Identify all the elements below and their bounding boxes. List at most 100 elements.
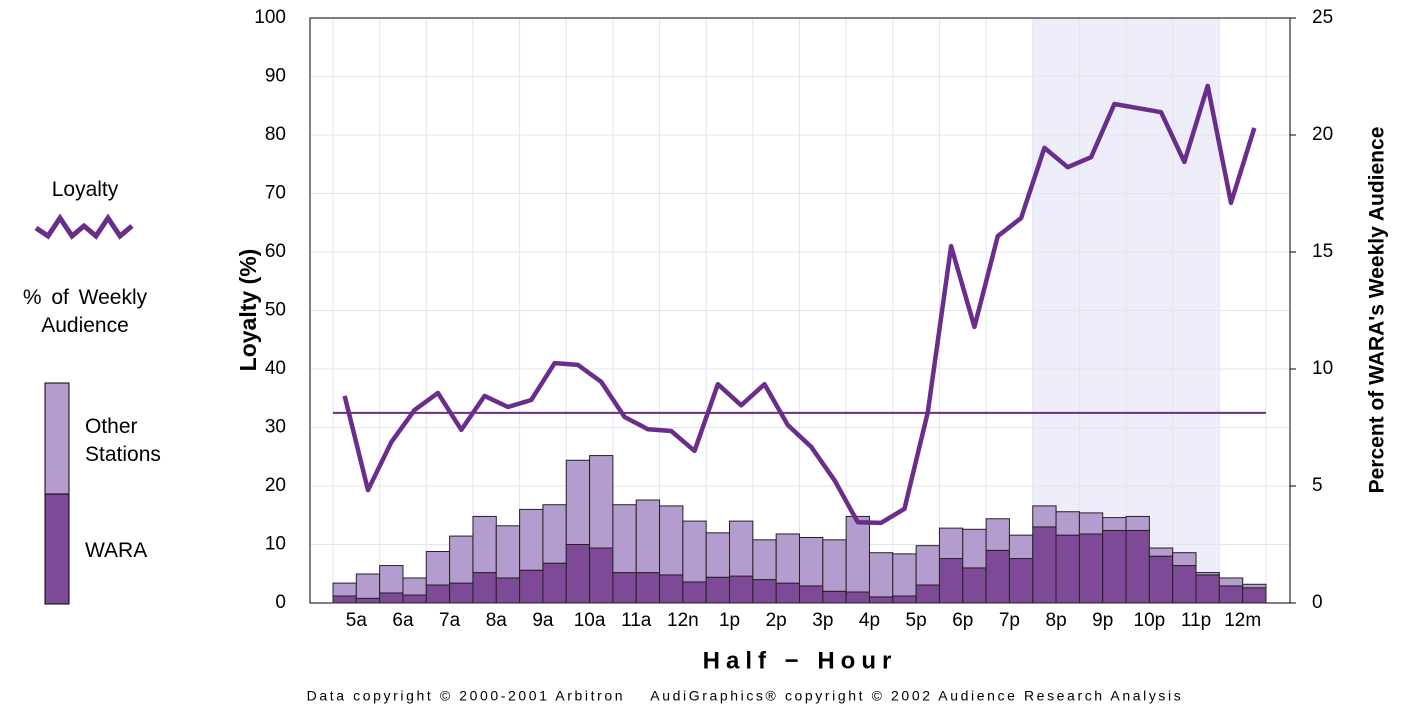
bar-segment — [1172, 552, 1197, 567]
bar-segment — [775, 582, 800, 604]
x-tick-label: 9a — [532, 610, 554, 631]
bar-segment — [1218, 577, 1244, 587]
bar-segment — [1008, 558, 1034, 604]
y-tick-label: 20 — [265, 475, 286, 496]
bar-segment — [938, 527, 964, 560]
bar-segment — [355, 573, 381, 599]
y-tick-label: 100 — [254, 7, 286, 28]
x-tick-label: 11a — [621, 610, 652, 631]
y-tick-label: 30 — [265, 417, 286, 438]
x-tick-label: 7a — [439, 610, 461, 631]
bar-segment — [1195, 572, 1220, 576]
y2-tick-label: 20 — [1312, 124, 1333, 145]
bar-segment — [565, 544, 591, 604]
bar-segment — [472, 515, 497, 574]
bar-segment — [868, 596, 894, 604]
x-tick-label: 2p — [766, 610, 787, 631]
bar-segment — [822, 590, 847, 604]
bar-segment — [355, 597, 381, 604]
bar-segment — [682, 581, 707, 604]
bar-segment — [845, 515, 870, 593]
bar-segment — [892, 553, 917, 597]
bar-segment — [822, 539, 847, 592]
bar-segment — [1125, 515, 1150, 531]
bar-segment — [682, 520, 707, 583]
y2-tick-label: 10 — [1312, 358, 1333, 379]
bar-segment — [1242, 583, 1267, 589]
bar-segment — [915, 545, 940, 586]
bar-segment — [705, 576, 731, 604]
bar-segment — [985, 518, 1010, 551]
legend-wara-icon — [44, 493, 70, 605]
x-tick-label: 8p — [1046, 610, 1067, 631]
bar-segment — [1102, 517, 1127, 531]
bar-segment — [1055, 511, 1080, 536]
bar-segment — [729, 575, 754, 604]
bar-segment — [635, 499, 661, 574]
bar-segment — [565, 459, 591, 546]
bar-segment — [519, 508, 544, 571]
legend-loyalty: Loyalty — [51, 178, 119, 201]
bar-segment — [472, 572, 497, 604]
bar-segment — [1032, 505, 1057, 528]
bar-segment — [1055, 534, 1080, 604]
y-tick-label: 80 — [265, 124, 286, 145]
x-tick-label: 10a — [574, 610, 606, 631]
legend-line-icon — [34, 213, 134, 240]
bar-segment — [705, 532, 731, 578]
bar-segment — [589, 547, 614, 604]
bar-segment — [402, 594, 427, 604]
x-tick-label: 4p — [859, 610, 880, 631]
x-tick-label: 9p — [1092, 610, 1113, 631]
x-tick-label: 6p — [952, 610, 973, 631]
x-tick-label: 3p — [812, 610, 833, 631]
bar-segment — [425, 584, 451, 604]
bar-segment — [612, 572, 637, 604]
bar-segment — [379, 592, 404, 604]
x-tick-label: 12m — [1224, 610, 1261, 631]
bar-segment — [659, 574, 684, 604]
y2-tick-label: 15 — [1312, 241, 1333, 262]
y2-tick-label: 5 — [1312, 475, 1323, 496]
bar-segment — [1125, 529, 1150, 604]
x-tick-label: 6a — [392, 610, 414, 631]
bar-segment — [1148, 555, 1174, 604]
bar-segment — [612, 504, 637, 574]
legend-other: Other Stations — [85, 415, 161, 466]
x-tick-label: 7p — [999, 610, 1020, 631]
bar-segment — [1078, 512, 1104, 535]
loyalty-line — [342, 83, 1257, 526]
x-tick-label: 12n — [667, 610, 699, 631]
bar-segment — [962, 528, 987, 569]
x-tick-label: 10p — [1134, 610, 1166, 631]
bar-segment — [729, 520, 754, 577]
y-tick-label: 60 — [265, 241, 286, 262]
bar-segment — [915, 584, 940, 604]
bar-segment — [752, 579, 777, 604]
legend-title: % of Weekly Audience — [22, 286, 148, 337]
y-tick-label: 40 — [265, 358, 286, 379]
bar-segment — [1195, 574, 1220, 604]
bar-segment — [845, 591, 870, 604]
y-tick-label: 10 — [265, 534, 286, 555]
legend-wara: WARA — [85, 539, 148, 562]
x-tick-label: 5a — [346, 610, 368, 631]
bar-segment — [1102, 529, 1127, 604]
y-tick-label: 0 — [275, 592, 286, 613]
y-axis-title: Loyalty (%) — [235, 249, 261, 372]
x-axis-title: Half − Hour — [703, 647, 898, 674]
bar-segment — [892, 595, 917, 604]
x-tick-label: 11p — [1181, 610, 1211, 631]
bar-segment — [938, 558, 964, 604]
y2-tick-label: 0 — [1312, 592, 1323, 613]
bar-segment — [449, 535, 474, 584]
bar-segment — [799, 536, 824, 587]
bar-segment — [1078, 533, 1104, 604]
bar-segment — [379, 565, 404, 594]
bar-segment — [519, 569, 544, 604]
bar-segment — [1172, 565, 1197, 604]
bar-segment — [1032, 526, 1057, 604]
bar-segment — [332, 582, 357, 597]
bar-segment — [542, 562, 567, 604]
